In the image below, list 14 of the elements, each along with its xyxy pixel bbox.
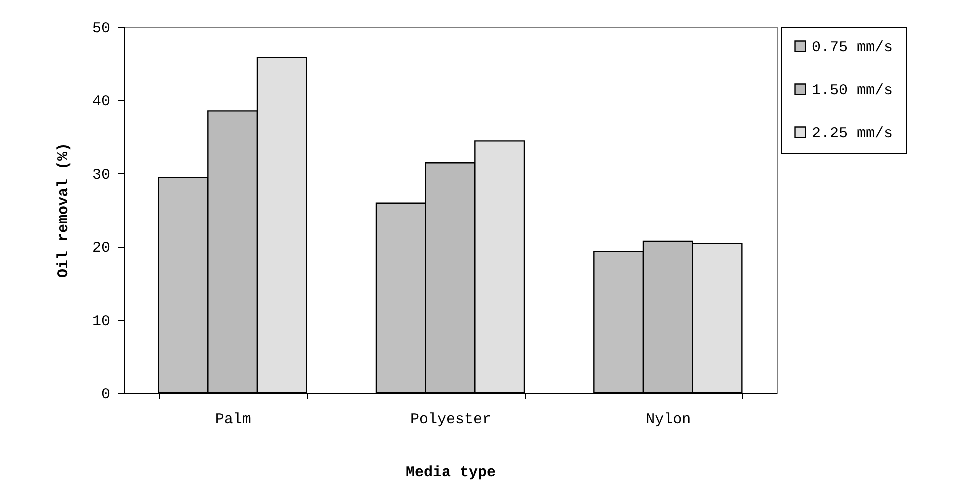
- y-tick-label: 50: [92, 20, 110, 38]
- y-tick-label: 20: [92, 240, 110, 258]
- legend-label: 0.75 mm/s: [812, 40, 894, 56]
- y-axis-title: Oil removal (%): [55, 142, 72, 278]
- x-tick-label: Polyester: [410, 412, 492, 428]
- y-tick-label: 0: [101, 386, 110, 404]
- y-tick-label: 10: [92, 313, 110, 330]
- y-tick-label: 40: [92, 94, 110, 111]
- x-tick-label: Nylon: [646, 412, 692, 428]
- legend-label: 2.25 mm/s: [812, 126, 894, 142]
- legend-label: 1.50 mm/s: [812, 82, 894, 100]
- x-axis-title: Media type: [406, 464, 496, 482]
- x-tick-label: Palm: [215, 412, 252, 428]
- y-tick-label: 30: [92, 166, 110, 184]
